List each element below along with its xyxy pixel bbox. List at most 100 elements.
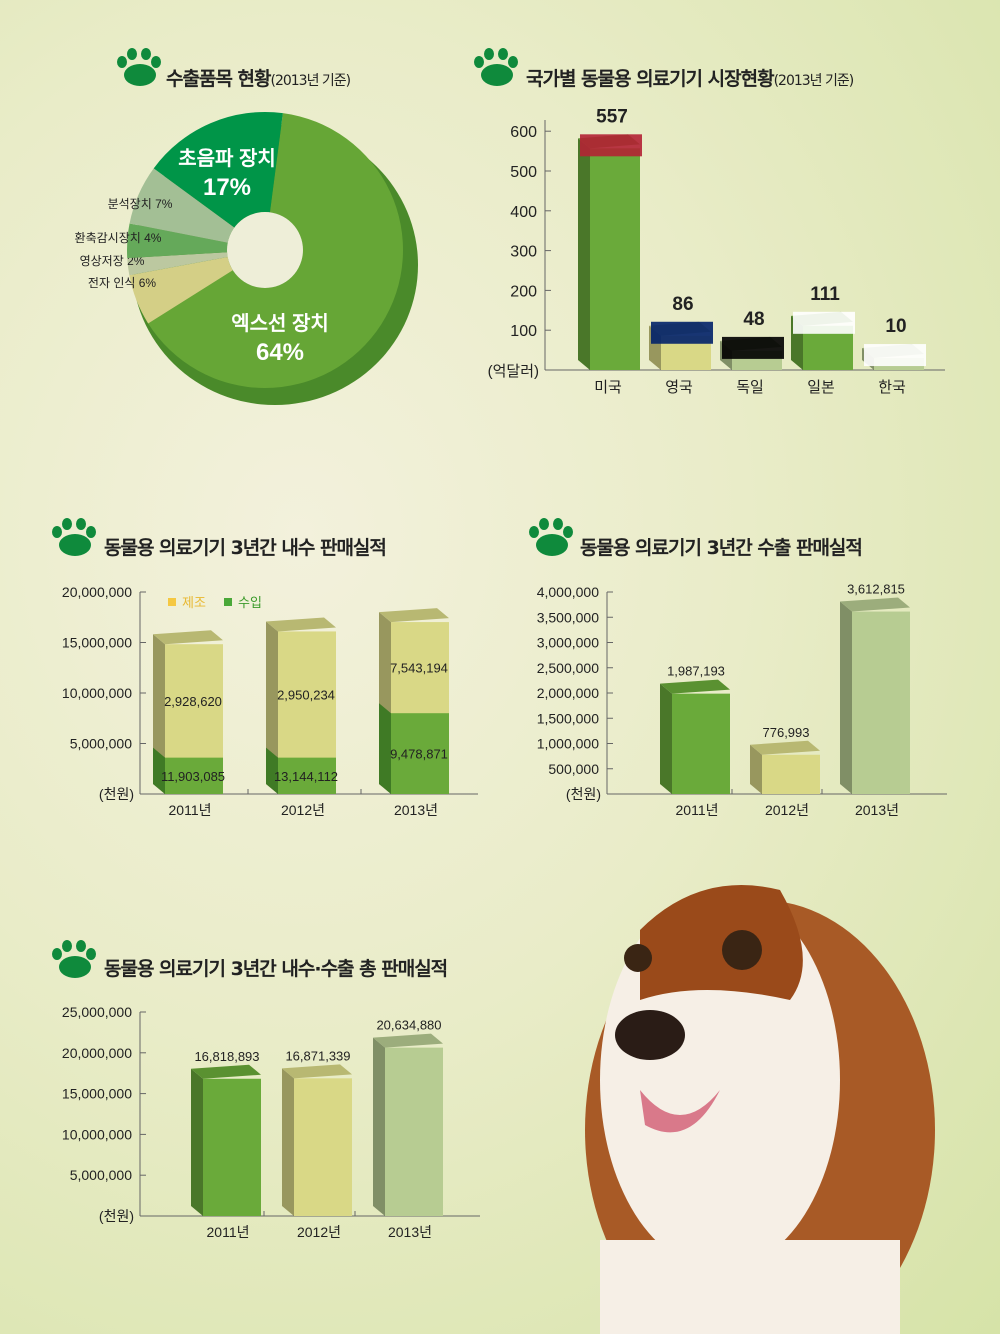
paw-toe-icon [117,56,127,68]
dog-nose [615,1010,685,1060]
chart4-title: 동물용 의료기기 3년간 수출 판매실적 [580,537,863,559]
pie-slice [129,256,233,324]
slice-value: 17% [203,174,251,201]
y-tick-label: 1,500,000 [537,710,599,726]
paw-toe-icon [151,56,161,68]
legend-label: 수입 [238,595,262,610]
paw-toe-icon [86,526,96,538]
paw-toe-icon [563,526,573,538]
bar-side [660,683,672,794]
flag-icon [651,321,713,344]
paw-icon [59,956,91,978]
paw-toe-icon [539,518,549,530]
chart1-title: 수출품목 현황(2013년 기준) [166,68,351,90]
paw-toe-icon [62,940,72,952]
data-label: 11,903,085 [161,769,225,784]
x-tick-label: 2013년 [855,802,899,818]
legend-label: 제조 [182,595,206,610]
bar-top [750,740,820,755]
y-tick-label: 500,000 [548,761,599,777]
x-tick-label: 2011년 [169,802,212,818]
data-label: 86 [672,294,693,315]
y-tick-label: 1,000,000 [537,736,599,752]
bar-segment-import-side [379,703,391,794]
data-label: 7,543,194 [390,661,448,676]
paw-toe-icon [76,518,86,530]
data-label: 2,950,234 [277,688,335,703]
paw-toe-icon [529,526,539,538]
y-tick-label: 15,000,000 [62,1086,132,1102]
paw-icon [124,64,156,86]
bar [294,1078,352,1216]
data-label: 48 [743,309,764,330]
bar-segment-manufacture-top [266,617,336,632]
x-tick-label: 미국 [594,379,622,396]
data-label: 10 [885,316,906,337]
x-tick-label: 2012년 [765,802,809,818]
y-tick-label: 15,000,000 [62,635,132,651]
data-label: 20,634,880 [376,1018,441,1033]
x-tick-label: 독일 [736,379,764,396]
dog-eye [722,930,762,970]
y-tick-label: 200 [510,283,537,300]
x-tick-label: 2013년 [394,802,438,818]
x-tick-label: 2011년 [207,1224,250,1240]
data-label: 111 [810,284,840,305]
bar-side [373,1037,385,1216]
bar-segment-import [278,757,336,794]
slice-label: 환축감시장치 4% [75,231,162,245]
paw-toe-icon [62,518,72,530]
x-tick-label: 2013년 [388,1224,432,1240]
y-tick-label: 2,000,000 [537,685,599,701]
pie-slice [148,113,403,388]
y-tick-label: 20,000,000 [62,1045,132,1061]
bar-top [282,1064,352,1079]
y-tick-label: 3,000,000 [537,635,599,651]
data-label: 9,478,871 [390,747,448,762]
bar [203,1078,261,1216]
bar-segment-manufacture-top [153,630,223,645]
pie-slice [127,252,228,276]
legend-swatch-import [224,598,232,606]
paw-toe-icon [127,48,137,60]
legend-swatch-manufacture [168,598,176,606]
bar-side [750,744,762,794]
paw-toe-icon [498,48,508,60]
flag-icon [864,344,926,367]
y-axis-label: (천원) [99,1208,134,1224]
y-tick-label: 20,000,000 [62,584,132,600]
y-axis-label: (억달러) [488,363,539,380]
paw-toe-icon [52,526,62,538]
y-tick-label: 25,000,000 [62,1004,132,1020]
bar-top [373,1033,443,1048]
paw-toe-icon [484,48,494,60]
data-label: 2,928,620 [164,694,222,709]
y-axis-label: (천원) [99,786,134,802]
bar-segment-import-side [266,747,278,794]
dog-chest [600,1240,900,1334]
x-tick-label: 한국 [878,379,906,396]
slice-label: 엑스선 장치 [231,312,329,335]
slice-label: 전자 인식 6% [88,276,157,290]
bar-top [660,679,730,694]
x-tick-label: 2012년 [297,1224,341,1240]
paw-icon [481,64,513,86]
y-tick-label: 10,000,000 [62,685,132,701]
bar-segment-import-side [153,747,165,794]
dog-head-patch [640,885,803,1000]
paw-toe-icon [52,948,62,960]
bar-top [191,1064,261,1079]
pie-slice [129,168,235,243]
slice-label: 분석장치 7% [108,197,173,211]
x-tick-label: 2011년 [676,802,719,818]
y-tick-label: 10,000,000 [62,1126,132,1142]
y-tick-label: 5,000,000 [70,1167,132,1183]
paw-toe-icon [553,518,563,530]
dog-tongue [640,1090,720,1133]
chart2-title: 국가별 동물용 의료기기 시장현황(2013년 기준) [526,68,854,90]
flag-icon [793,311,855,334]
bar-side [578,138,590,370]
pie-slice [127,223,228,259]
